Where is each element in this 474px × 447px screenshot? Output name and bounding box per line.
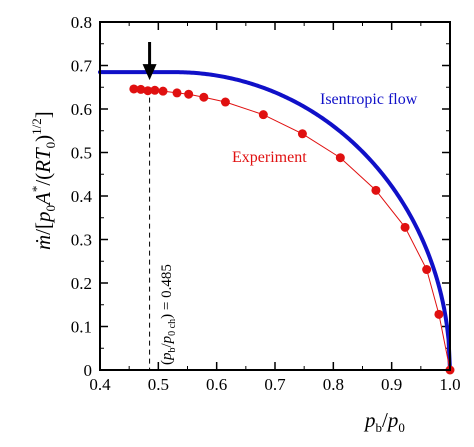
experiment-point: [422, 265, 432, 275]
x-tick-label: 0.8: [323, 375, 344, 394]
x-tick-label: 0.6: [206, 375, 227, 394]
choke-arrow-icon: [142, 42, 157, 81]
x-axis-label: pb/p0: [363, 408, 405, 435]
y-axis-label: ṁ/[p0A*/(RT0)1/2]: [29, 111, 58, 250]
experiment-point: [143, 86, 153, 96]
experiment-point: [184, 89, 194, 99]
experiment-point: [400, 222, 410, 232]
isentropic-flow-label: Isentropic flow: [320, 91, 418, 108]
y-tick-label: 0.4: [71, 187, 93, 206]
experiment-point: [220, 97, 230, 107]
experiment-point: [150, 85, 160, 95]
y-tick-label: 0.8: [71, 13, 92, 32]
y-tick-label: 0.5: [71, 144, 92, 163]
x-tick-label: 0.4: [89, 375, 111, 394]
x-tick-label: 0.7: [264, 375, 286, 394]
y-tick-label: 0.7: [71, 57, 93, 76]
experiment-point: [371, 185, 381, 195]
experiment-label: Experiment: [232, 149, 307, 166]
x-tick-label: 1.0: [439, 375, 460, 394]
experiment-point: [335, 153, 345, 163]
y-tick-label: 0.6: [71, 100, 92, 119]
experiment-point: [258, 110, 268, 120]
experiment-point: [136, 84, 146, 94]
y-tick-label: 0.2: [71, 274, 92, 293]
experiment-point: [172, 88, 182, 98]
y-tick-label: 0: [84, 361, 93, 380]
isentropic-flow-line: [98, 70, 452, 372]
x-tick-label: 0.9: [381, 375, 402, 394]
x-tick-label: 0.5: [148, 375, 169, 394]
axis-tick-labels: 0.4 0.5 0.6 0.7 0.8 0.9 1.0 0 0.1 0.2 0.3 0.4 0.5 0.6…: [71, 13, 461, 394]
experiment-point: [199, 92, 209, 102]
experiment-points: [129, 84, 455, 375]
choke-ratio-annotation: (pb/p0 ch) = 0.485: [159, 264, 178, 365]
experiment-point: [297, 129, 307, 139]
y-tick-label: 0.3: [71, 231, 92, 250]
plot-frame: [99, 21, 451, 371]
experiment-point: [158, 86, 168, 96]
y-tick-label: 0.1: [71, 318, 92, 337]
experiment-point: [129, 84, 139, 94]
experiment-point: [434, 309, 444, 319]
